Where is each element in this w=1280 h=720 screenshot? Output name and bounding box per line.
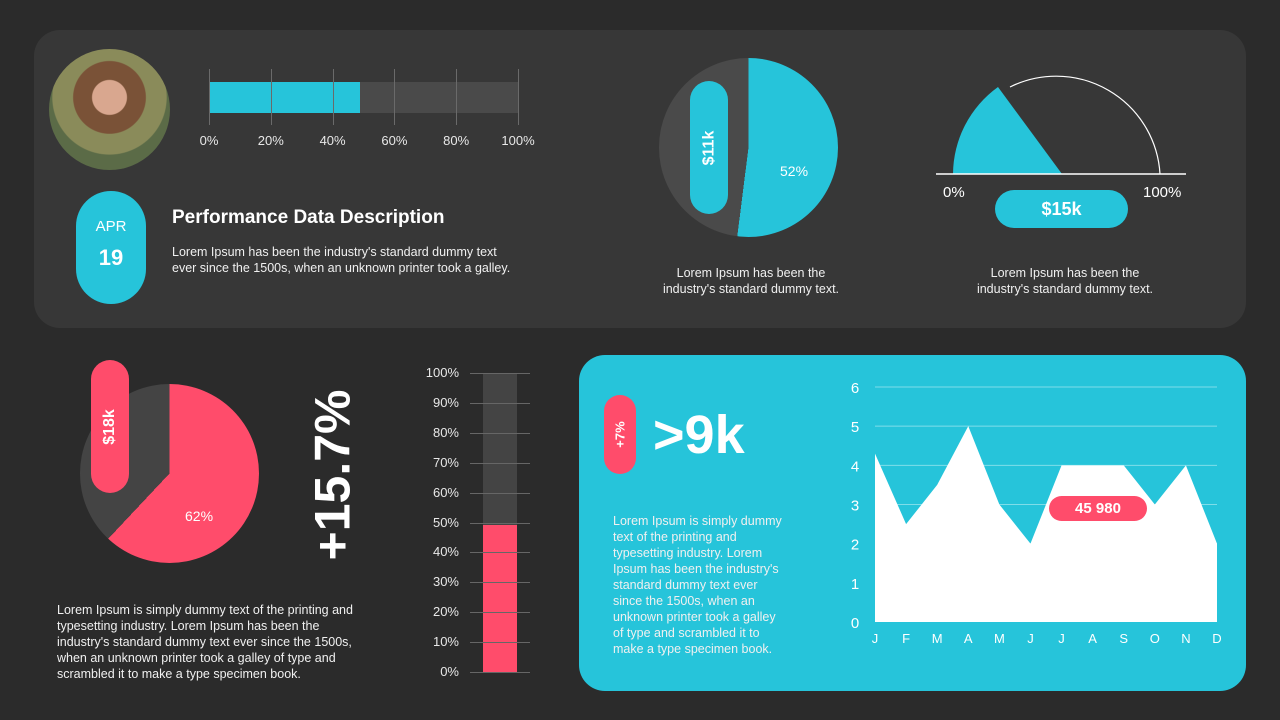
grid-line	[470, 492, 530, 494]
tick-label: 80%	[432, 424, 459, 440]
top-panel	[34, 30, 1246, 328]
svg-text:0: 0	[851, 615, 859, 632]
avatar	[49, 49, 170, 170]
svg-text:F: F	[902, 631, 910, 646]
profile-description: Lorem Ipsum has been the industry's stan…	[172, 245, 511, 275]
grid-line	[470, 612, 530, 614]
svg-text:A: A	[964, 631, 973, 646]
svg-text:M: M	[932, 631, 943, 646]
svg-text:J: J	[1027, 631, 1034, 646]
pie-teal-label: 52%	[780, 163, 809, 179]
svg-text:6: 6	[851, 380, 859, 397]
svg-text:1: 1	[851, 576, 859, 593]
grid-line	[470, 672, 530, 673]
tick-label: 70%	[432, 454, 459, 470]
chart-callout: 45 980	[1049, 496, 1147, 521]
pie-teal-caption: Lorem Ipsum has been the industry's stan…	[662, 266, 840, 296]
grid-line	[470, 402, 530, 404]
grid-line	[209, 69, 210, 125]
svg-text:3: 3	[851, 498, 859, 515]
progress-fill	[209, 82, 361, 113]
tick-label: 80%	[443, 133, 470, 148]
tick-label: 90%	[432, 394, 459, 410]
svg-text:A: A	[1088, 631, 1097, 646]
grid-line	[456, 69, 458, 125]
grid-line	[332, 69, 334, 125]
pill-18k: $18k	[91, 360, 129, 493]
svg-text:5: 5	[851, 419, 859, 436]
pie-chart-teal	[659, 58, 838, 237]
tick-label: 0%	[440, 664, 459, 679]
tick-label: 40%	[432, 544, 459, 560]
pill-15k: $15k	[995, 190, 1128, 228]
svg-text:J: J	[872, 631, 879, 646]
grid-line	[270, 69, 272, 125]
tick-label: 10%	[432, 634, 459, 650]
date-badge: APR 19	[76, 191, 146, 304]
thermometer-fill	[483, 525, 517, 672]
pill-11k: $11k	[690, 81, 728, 214]
pie-pink-label: 62%	[185, 508, 214, 524]
pie-pink-description: Lorem Ipsum is simply dummy text of the …	[57, 603, 353, 681]
tick-label: 100%	[425, 365, 459, 380]
svg-text:2: 2	[851, 537, 859, 554]
page-title: Performance Data Description	[172, 207, 445, 228]
headline-value: >9k	[653, 405, 745, 465]
date-day: 19	[98, 245, 124, 270]
gauge-chart	[936, 75, 1186, 175]
growth-badge: +7%	[604, 395, 636, 474]
grid-line	[518, 69, 519, 125]
svg-text:M: M	[994, 631, 1005, 646]
date-month: APR	[95, 218, 127, 235]
grid-line	[394, 69, 396, 125]
grid-line	[470, 642, 530, 644]
gauge-max-label: 100%	[1143, 184, 1182, 201]
tick-label: 60%	[432, 484, 459, 500]
svg-text:O: O	[1150, 631, 1160, 646]
tick-label: 20%	[432, 604, 459, 620]
tick-label: 40%	[319, 133, 346, 148]
tick-label: 60%	[381, 133, 408, 148]
svg-text:J: J	[1058, 631, 1065, 646]
grid-line	[470, 522, 530, 524]
teal-description: Lorem Ipsum is simply dummy text of the p…	[613, 514, 782, 656]
grid-line	[470, 462, 530, 464]
grid-line	[470, 432, 530, 434]
growth-value: +15.7%	[304, 389, 361, 561]
gauge-min-label: 0%	[943, 184, 965, 201]
area-chart: 0 1 2 3 4 5 6 J F M A M J J A S O N D	[851, 380, 1222, 646]
grid-line	[470, 373, 530, 374]
svg-text:S: S	[1119, 631, 1128, 646]
svg-text:N: N	[1181, 631, 1190, 646]
tick-label: 20%	[257, 133, 284, 148]
svg-text:4: 4	[851, 458, 859, 475]
grid-line	[470, 582, 530, 584]
svg-text:D: D	[1212, 631, 1221, 646]
tick-label: 50%	[432, 514, 459, 530]
gauge-caption: Lorem Ipsum has been the industry's stan…	[976, 266, 1154, 296]
grid-line	[470, 552, 530, 554]
tick-label: 30%	[432, 574, 459, 590]
tick-label: 0%	[199, 133, 219, 148]
tick-label: 100%	[501, 133, 535, 148]
